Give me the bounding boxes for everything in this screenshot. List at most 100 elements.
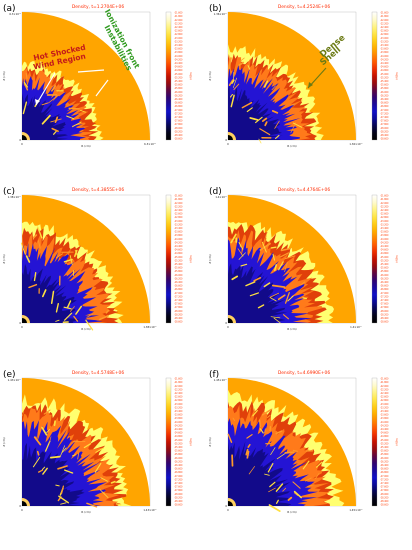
colorbar-tick-label: -26.200 (380, 277, 389, 280)
colorbar-tick-label: -22.600 (380, 30, 389, 33)
colorbar-label: log(ρ) (395, 255, 398, 262)
colorbar-tick-label: -23.800 (380, 51, 389, 54)
colorbar-tick-label: -25.600 (380, 84, 389, 87)
colorbar-tick-label: -27.200 (174, 112, 183, 115)
y-top-tick: 1.4×10¹⁹ (215, 195, 227, 199)
colorbar-tick-label: -26.000 (174, 91, 183, 94)
x-right-tick: 1.43×10¹⁹ (143, 508, 156, 512)
colorbar-tick-label: -25.200 (380, 76, 389, 79)
colorbar-tick-label: -28.000 (380, 127, 389, 130)
colorbar-tick-label: -23.800 (174, 234, 183, 237)
colorbar-tick-label: -24.200 (174, 424, 183, 427)
panel-title: Density, t=1.2704E+06 (72, 4, 124, 10)
colorbar-tick-label: -25.800 (380, 270, 389, 273)
colorbar-tick-label: -25.000 (380, 439, 389, 442)
colorbar-tick-label: -25.800 (174, 270, 183, 273)
panel-c: (c) Density, t=4.3855E+06 1.38×10¹⁹ 00 1.38×… (2, 187, 192, 331)
colorbar-tick-label: -27.200 (380, 295, 389, 298)
colorbar (165, 11, 172, 141)
x-origin-tick: 0 (227, 325, 229, 329)
colorbar-tick-label: -24.600 (380, 432, 389, 435)
colorbar-tick-label: -27.600 (380, 120, 389, 123)
colorbar-label: log(ρ) (189, 255, 192, 262)
panel-title: Density, t=4.2524E+06 (278, 4, 330, 10)
colorbar-tick-label: -23.800 (380, 234, 389, 237)
panel-letter: (a) (3, 4, 16, 14)
panel-a: (a) Density, t=1.2704E+06 6.3×10¹⁸ 00 6.3×10… (2, 4, 192, 148)
x-origin-tick: 0 (227, 142, 229, 146)
colorbar-tick-label: -22.400 (380, 392, 389, 395)
x-origin-tick: 0 (21, 325, 23, 329)
panel-title: Density, t=4.3855E+06 (72, 187, 124, 193)
colorbar-tick-label: -28.000 (174, 493, 183, 496)
colorbar-tick-label: -28.400 (174, 500, 183, 503)
colorbar-tick-label: -24.600 (380, 249, 389, 252)
colorbar-tick-label: -23.400 (380, 410, 389, 413)
colorbar-ticks: -21.600-21.800-22.000-22.200-22.400-22.6… (380, 195, 389, 324)
colorbar-tick-label: -25.200 (174, 76, 183, 79)
y-top-tick: 1.36×10¹⁹ (214, 12, 227, 16)
colorbar-tick-label: -26.800 (380, 288, 389, 291)
colorbar-tick-label: -22.000 (174, 385, 183, 388)
colorbar-tick-label: -23.200 (174, 223, 183, 226)
colorbar-tick-label: -26.600 (380, 468, 389, 471)
colorbar-ticks: -21.600-21.800-22.000-22.200-22.400-22.6… (174, 12, 183, 141)
colorbar-tick-label: -24.400 (380, 428, 389, 431)
colorbar-tick-label: -25.000 (174, 256, 183, 259)
colorbar-tick-label: -25.800 (380, 453, 389, 456)
colorbar-tick-label: -25.000 (174, 439, 183, 442)
colorbar-tick-label: -27.800 (380, 306, 389, 309)
panel-letter: (e) (3, 370, 16, 380)
colorbar-tick-label: -26.400 (380, 464, 389, 467)
colorbar-tick-label: -23.400 (380, 44, 389, 47)
colorbar-tick-label: -21.800 (380, 15, 389, 18)
colorbar-ticks: -21.600-21.800-22.000-22.200-22.400-22.6… (174, 195, 183, 324)
y-origin-tick: 0 (225, 138, 227, 142)
colorbar-tick-label: -22.000 (380, 19, 389, 22)
colorbar-tick-label: -23.400 (380, 227, 389, 230)
colorbar-tick-label: -23.000 (380, 403, 389, 406)
colorbar-tick-label: -24.800 (380, 252, 389, 255)
y-axis-label: Z (cm) (208, 71, 212, 80)
colorbar-tick-label: -28.600 (174, 321, 183, 324)
colorbar-tick-label: -28.400 (174, 134, 183, 137)
colorbar-tick-label: -25.200 (174, 259, 183, 262)
colorbar-tick-label: -28.000 (380, 310, 389, 313)
colorbar-tick-label: -25.600 (174, 84, 183, 87)
colorbar-tick-label: -25.800 (380, 87, 389, 90)
colorbar-tick-label: -25.400 (174, 80, 183, 83)
colorbar-tick-label: -21.600 (174, 195, 183, 198)
colorbar-tick-label: -21.800 (380, 381, 389, 384)
colorbar-tick-label: -26.600 (174, 285, 183, 288)
colorbar-tick-label: -26.400 (174, 98, 183, 101)
colorbar-tick-label: -21.600 (174, 378, 183, 381)
colorbar-tick-label: -26.200 (174, 460, 183, 463)
colorbar-tick-label: -22.600 (174, 396, 183, 399)
colorbar-tick-label: -22.800 (380, 33, 389, 36)
colorbar-tick-label: -25.400 (174, 446, 183, 449)
colorbar-tick-label: -27.600 (174, 486, 183, 489)
colorbar-tick-label: -25.800 (174, 87, 183, 90)
filaments (230, 231, 308, 324)
panel-d: (d) Density, t=4.4764E+06 1.4×10¹⁹ 00 1.4×10… (208, 187, 398, 331)
colorbar-tick-label: -22.200 (380, 22, 389, 25)
colorbar-tick-label: -24.800 (174, 252, 183, 255)
colorbar-tick-label: -28.400 (380, 317, 389, 320)
colorbar-tick-label: -27.200 (174, 295, 183, 298)
y-origin-tick: 0 (19, 138, 21, 142)
colorbar-tick-label: -24.400 (380, 62, 389, 65)
colorbar-tick-label: -26.000 (380, 457, 389, 460)
colorbar-tick-label: -24.400 (174, 428, 183, 431)
colorbar-tick-label: -28.200 (380, 130, 389, 133)
colorbar-tick-label: -23.000 (380, 220, 389, 223)
colorbar-tick-label: -24.200 (380, 241, 389, 244)
panel-letter: (c) (3, 187, 15, 197)
colorbar-tick-label: -24.200 (380, 58, 389, 61)
colorbar-tick-label: -22.600 (380, 396, 389, 399)
colorbar-tick-label: -21.800 (174, 15, 183, 18)
central-core (22, 135, 27, 140)
colorbar-tick-label: -21.600 (380, 378, 389, 381)
colorbar-tick-label: -22.600 (380, 213, 389, 216)
colorbar-tick-label: -28.000 (380, 493, 389, 496)
x-axis-label: R (cm) (81, 510, 90, 514)
